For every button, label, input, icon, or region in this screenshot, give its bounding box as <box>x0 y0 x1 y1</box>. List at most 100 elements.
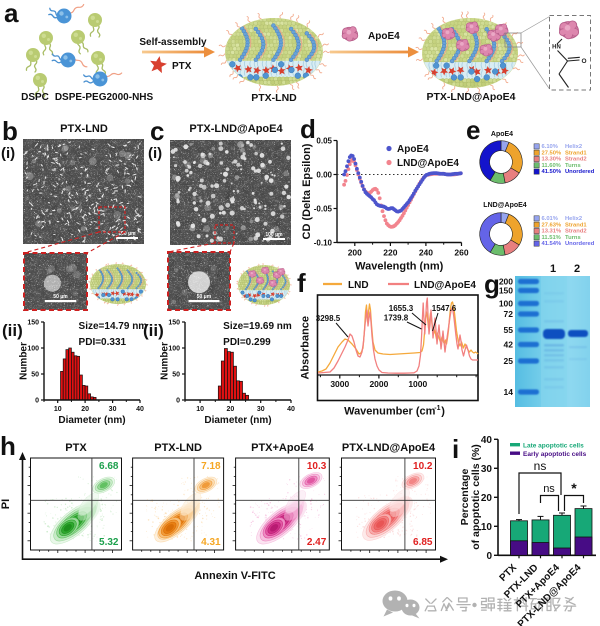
svg-text:Diameter (nm): Diameter (nm) <box>58 415 125 426</box>
svg-text:ns: ns <box>543 483 555 495</box>
svg-text:Turns: Turns <box>565 235 581 241</box>
svg-text:150: 150 <box>27 320 39 327</box>
svg-text:100 μm: 100 μm <box>265 232 283 238</box>
svg-text:6.10%: 6.10% <box>542 144 558 150</box>
svg-text:260: 260 <box>454 248 468 258</box>
svg-text:0.00: 0.00 <box>316 170 332 179</box>
svg-text:Annexin V-FITC: Annexin V-FITC <box>194 570 275 582</box>
svg-text:40: 40 <box>287 406 295 413</box>
svg-text:e: e <box>466 115 480 145</box>
svg-text:2: 2 <box>574 263 580 275</box>
svg-text:d: d <box>300 114 316 144</box>
svg-text:150: 150 <box>499 286 513 296</box>
svg-text:LND@ApoE4: LND@ApoE4 <box>397 158 459 169</box>
svg-text:6.85: 6.85 <box>413 537 433 548</box>
svg-text:Helix2: Helix2 <box>565 216 582 222</box>
svg-text:PDI=0.299: PDI=0.299 <box>223 337 271 348</box>
svg-text:Size=19.69 nm: Size=19.69 nm <box>223 321 292 332</box>
svg-text:PDI=0.331: PDI=0.331 <box>79 337 127 348</box>
svg-text:Self-assembly: Self-assembly <box>139 37 207 48</box>
svg-text:200: 200 <box>348 248 362 258</box>
svg-text:O: O <box>581 58 586 65</box>
svg-text:LND@ApoE4: LND@ApoE4 <box>414 280 476 291</box>
svg-text:1547.6: 1547.6 <box>432 304 457 313</box>
svg-text:10: 10 <box>196 406 204 413</box>
svg-text:ApoE4: ApoE4 <box>397 144 429 155</box>
svg-text:30: 30 <box>109 406 117 413</box>
svg-text:Late apoptotic cells: Late apoptotic cells <box>523 443 584 450</box>
svg-text:DSPC: DSPC <box>21 92 49 103</box>
svg-text:100 μm: 100 μm <box>118 231 136 237</box>
svg-text:100: 100 <box>499 299 513 309</box>
svg-text:(i): (i) <box>1 145 15 162</box>
svg-text:Strand2: Strand2 <box>565 157 587 163</box>
svg-text:Unordered: Unordered <box>565 241 595 247</box>
svg-text:50 μm: 50 μm <box>197 294 212 300</box>
svg-text:-1: -1 <box>434 405 440 412</box>
svg-text:3298.5: 3298.5 <box>316 314 341 323</box>
svg-text:2000: 2000 <box>369 379 388 389</box>
svg-text:ApoE4: ApoE4 <box>368 31 400 42</box>
svg-text:LND: LND <box>348 280 369 291</box>
svg-text:14: 14 <box>504 387 514 397</box>
svg-text:Helix2: Helix2 <box>565 144 582 150</box>
svg-text:(i): (i) <box>148 145 162 162</box>
svg-text:DSPE-PEG2000-NHS: DSPE-PEG2000-NHS <box>55 92 154 103</box>
svg-text:30: 30 <box>481 464 493 475</box>
svg-text:PTX-LND: PTX-LND <box>251 92 297 104</box>
svg-text:PTX: PTX <box>65 442 87 454</box>
svg-text:Strand1: Strand1 <box>565 150 587 156</box>
svg-text:10.2: 10.2 <box>413 461 433 472</box>
svg-text:240: 240 <box>419 248 433 258</box>
svg-text:6.01%: 6.01% <box>542 216 558 222</box>
svg-text:of apoptotic cells (%): of apoptotic cells (%) <box>470 444 482 550</box>
svg-text:i: i <box>452 434 459 464</box>
svg-text:41.50%: 41.50% <box>542 169 562 175</box>
svg-text:40: 40 <box>481 435 493 446</box>
svg-text:PTX-LND@ApoE4: PTX-LND@ApoE4 <box>189 123 283 135</box>
svg-text:-0.10: -0.10 <box>314 238 333 247</box>
svg-text:5.32: 5.32 <box>99 537 119 548</box>
svg-text:10: 10 <box>481 522 493 533</box>
svg-text:4.31: 4.31 <box>201 537 221 548</box>
svg-text:11.60%: 11.60% <box>542 163 561 169</box>
svg-text:50: 50 <box>172 372 180 379</box>
svg-text:150: 150 <box>168 320 180 327</box>
svg-text:CD (Delta Epsilon): CD (Delta Epsilon) <box>301 143 313 239</box>
svg-text:ns: ns <box>534 459 547 473</box>
svg-text:40: 40 <box>136 406 144 413</box>
svg-text:0: 0 <box>176 398 180 405</box>
svg-text:27.63%: 27.63% <box>542 222 562 228</box>
svg-text:LND@ApoE4: LND@ApoE4 <box>483 202 526 209</box>
svg-text:13.31%: 13.31% <box>542 229 562 235</box>
svg-text:7.18: 7.18 <box>201 461 221 472</box>
svg-text:42: 42 <box>504 340 514 350</box>
svg-text:0.05: 0.05 <box>316 136 332 145</box>
svg-text:b: b <box>2 116 18 146</box>
svg-text:30: 30 <box>257 406 265 413</box>
svg-text:20: 20 <box>227 406 235 413</box>
svg-text:1: 1 <box>550 263 556 275</box>
svg-text:): ) <box>441 406 445 418</box>
svg-text:a: a <box>4 0 19 28</box>
svg-text:Strand2: Strand2 <box>565 229 587 235</box>
svg-text:0: 0 <box>486 551 492 562</box>
svg-text:-0.05: -0.05 <box>314 204 333 213</box>
svg-text:PTX-LND: PTX-LND <box>154 442 202 454</box>
svg-text:Number: Number <box>19 342 30 380</box>
svg-text:PTX-LND@ApoE4: PTX-LND@ApoE4 <box>342 442 436 454</box>
svg-text:55: 55 <box>504 325 514 335</box>
svg-text:1655.3: 1655.3 <box>389 304 414 313</box>
svg-text:10: 10 <box>54 406 62 413</box>
svg-text:(ii): (ii) <box>143 321 164 340</box>
svg-text:Wavenumber (cm: Wavenumber (cm <box>344 406 436 418</box>
svg-text:Wavelength (nm): Wavelength (nm) <box>355 261 444 273</box>
svg-text:PTX-LND: PTX-LND <box>60 123 108 135</box>
svg-text:ApoE4: ApoE4 <box>491 131 513 138</box>
svg-text:10.3: 10.3 <box>307 461 327 472</box>
svg-text:20: 20 <box>481 493 493 504</box>
svg-text:50: 50 <box>31 372 39 379</box>
svg-text:20: 20 <box>81 406 89 413</box>
svg-text:h: h <box>0 431 16 461</box>
svg-text:PTX+ApoE4: PTX+ApoE4 <box>251 442 315 454</box>
